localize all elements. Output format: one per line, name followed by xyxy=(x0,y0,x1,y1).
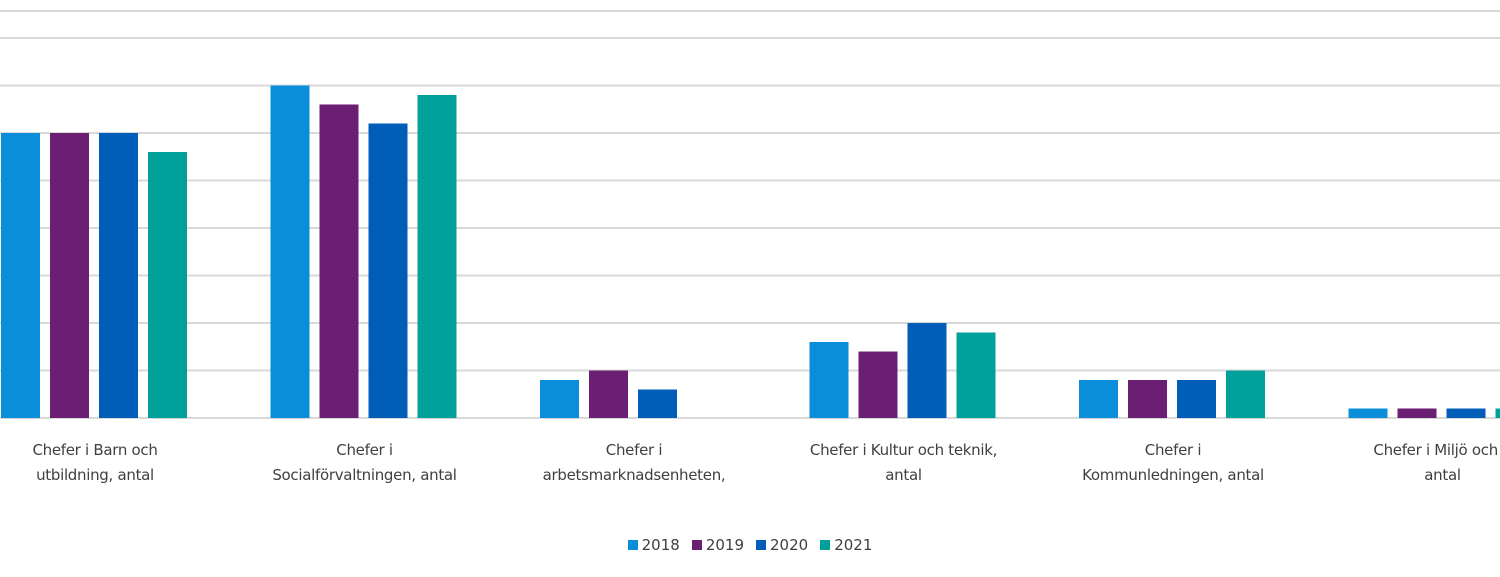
bar xyxy=(319,104,359,418)
legend-item: 2018 xyxy=(627,536,680,554)
x-tick-label: Chefer i Kommunledningen, antal xyxy=(1082,441,1264,484)
legend-item: 2021 xyxy=(820,536,872,554)
bar xyxy=(270,85,310,418)
legend-label: 2018 xyxy=(641,536,680,554)
x-tick-label: Chefer i Miljö och b antal xyxy=(1373,441,1498,484)
bar xyxy=(956,332,996,418)
bar xyxy=(99,133,138,418)
legend-item: 2020 xyxy=(756,536,808,554)
legend-label: 2019 xyxy=(705,536,744,554)
legend-label: 2020 xyxy=(770,536,809,554)
bar xyxy=(540,380,579,418)
legend-item: 2019 xyxy=(691,536,744,554)
bar xyxy=(809,342,849,418)
bar xyxy=(50,133,89,418)
bar xyxy=(589,370,628,418)
bar xyxy=(1446,408,1486,418)
bar xyxy=(1226,370,1265,418)
legend-swatch xyxy=(691,540,702,550)
x-tick-label: Chefer i arbetsmarknadsenheten, xyxy=(542,441,726,484)
bar xyxy=(1128,380,1167,418)
bar xyxy=(1,133,40,418)
bar xyxy=(907,323,947,418)
legend-swatch xyxy=(756,540,766,550)
legend-swatch xyxy=(627,540,638,550)
bar xyxy=(1348,408,1388,418)
legend-label: 2021 xyxy=(834,536,873,554)
bar xyxy=(417,95,457,418)
bar xyxy=(148,152,187,418)
bar xyxy=(858,351,898,418)
x-tick-label: Chefer i Barn och utbildning, antal xyxy=(32,441,158,484)
bar xyxy=(638,389,677,418)
bar xyxy=(1495,408,1500,418)
x-tick-label: Chefer i Socialförvaltningen, antal xyxy=(272,441,457,484)
x-tick-label: Chefer i Kultur och teknik, antal xyxy=(809,441,998,484)
bar xyxy=(1177,380,1216,418)
legend-swatch xyxy=(820,540,831,550)
bar xyxy=(368,123,408,418)
legend: 2018 2019 2020 2021 xyxy=(0,536,1500,554)
bar xyxy=(1397,408,1437,418)
bar xyxy=(1079,380,1118,418)
